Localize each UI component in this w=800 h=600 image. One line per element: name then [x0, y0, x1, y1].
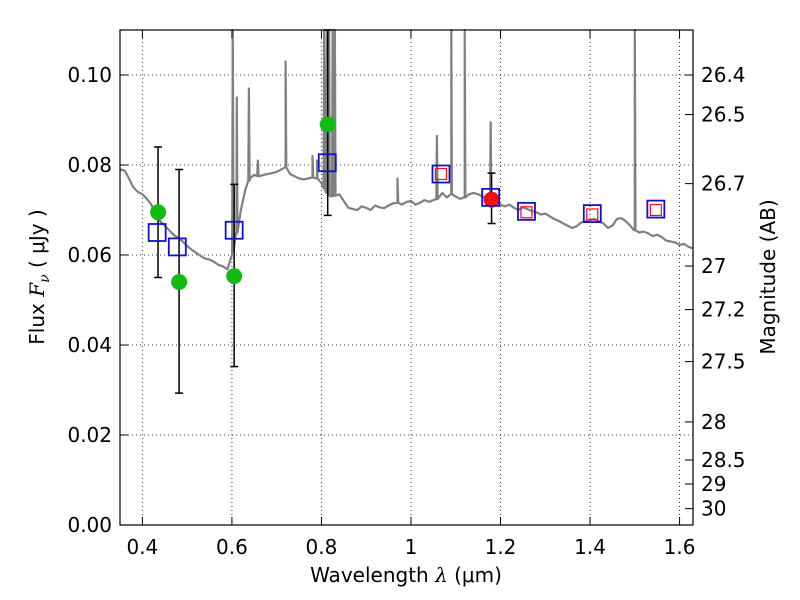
- model-spectrum-line: [119, 28, 694, 271]
- model-point: [582, 204, 602, 224]
- x-tick-label: 1.6: [664, 535, 696, 559]
- x-tick-label: 0.6: [216, 535, 248, 559]
- model-point: [147, 223, 167, 242]
- x-tick-label: 0.4: [126, 535, 158, 559]
- data-markers: [147, 116, 666, 290]
- magnitude-tick-label: 28: [701, 410, 726, 434]
- limit-point: [586, 208, 599, 221]
- limit-point: [434, 167, 448, 181]
- x-tick-label: 1: [405, 535, 418, 559]
- x-tick-label: 1.2: [485, 535, 517, 559]
- data-point: [483, 191, 500, 208]
- magnitude-tick-label: 29: [701, 472, 726, 496]
- grid: [120, 30, 693, 526]
- y-tick-label: 0.10: [67, 63, 112, 87]
- model-spectrum: [119, 28, 694, 271]
- magnitude-tick-label: 28.5: [701, 448, 746, 472]
- model-point: [167, 237, 187, 257]
- magnitude-tick-label: 27.2: [701, 298, 746, 322]
- magnitude-tick-label: 30: [701, 497, 726, 521]
- data-point: [319, 116, 336, 133]
- data-point: [171, 274, 188, 290]
- y-axis-ticks: 0.00 0.02 0.04 0.06 0.08 0.10: [67, 63, 128, 537]
- y-tick-label: 0.08: [67, 153, 112, 177]
- limit-point: [520, 206, 533, 219]
- model-point: [517, 201, 536, 221]
- model-point: [431, 164, 451, 184]
- magnitude-tick-label: 26.4: [701, 63, 746, 87]
- model-point: [317, 153, 337, 173]
- y-tick-label: 0.06: [67, 243, 112, 267]
- magnitude-tick-label: 27.5: [701, 350, 746, 374]
- model-point: [481, 187, 501, 207]
- x-axis-ticks: 0.4 0.6 0.8 1 1.2 1.4 1.6: [126, 30, 695, 559]
- data-point: [150, 204, 167, 221]
- plot-frame: [119, 29, 694, 526]
- y-tick-label: 0.02: [67, 423, 112, 447]
- magnitude-tick-label: 27: [701, 254, 726, 278]
- x-tick-label: 1.4: [574, 535, 606, 559]
- x-axis-label: Wavelength λ (μm): [310, 563, 502, 587]
- y-tick-label: 0.04: [67, 333, 112, 357]
- magnitude-tick-label: 26.5: [701, 103, 746, 127]
- y-axis-label: Flux Fν ( μJy ): [25, 209, 53, 344]
- x-tick-label: 0.8: [306, 535, 338, 559]
- limit-point: [649, 203, 662, 217]
- y-tick-label: 0.00: [67, 513, 112, 537]
- magnitude-axis-label: Magnitude (AB): [756, 199, 780, 354]
- model-point: [224, 220, 244, 240]
- data-point: [226, 268, 243, 285]
- model-point: [646, 199, 666, 219]
- magnitude-tick-label: 26.7: [701, 172, 746, 196]
